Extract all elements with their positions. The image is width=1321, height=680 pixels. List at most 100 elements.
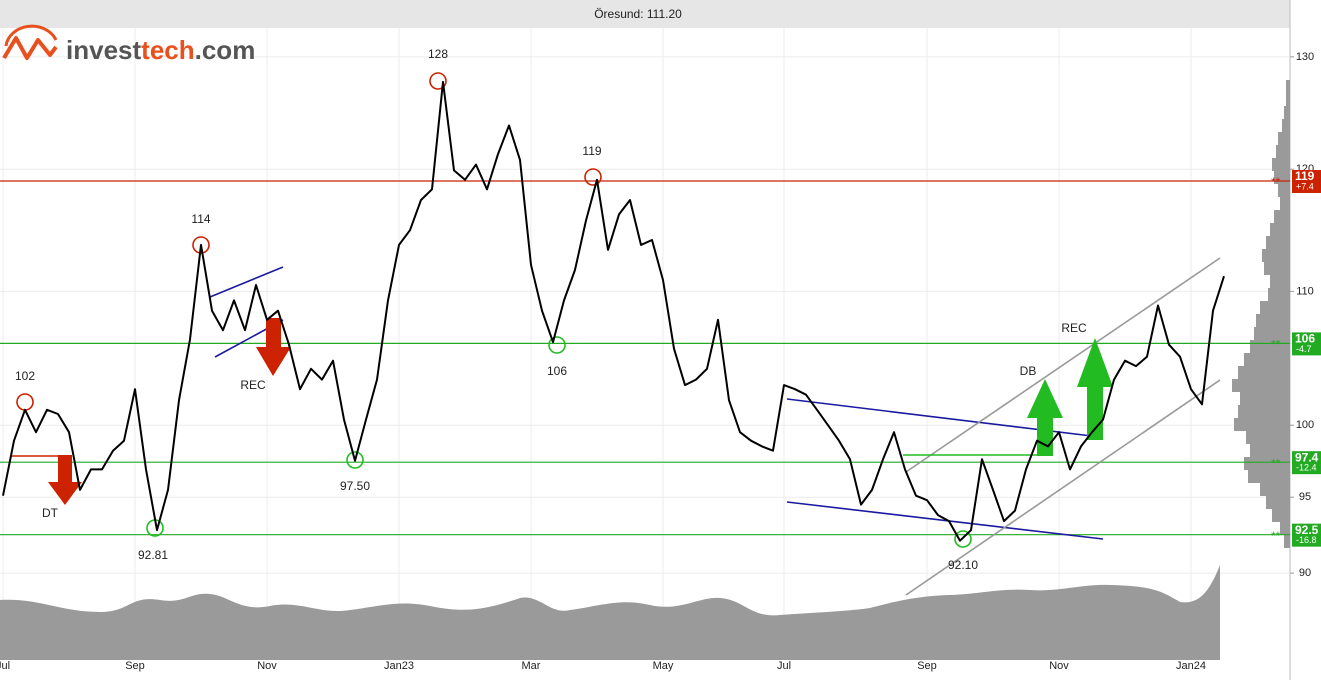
sell-arrow — [48, 455, 82, 505]
vbp-bar — [1240, 392, 1290, 405]
level-change: -4.7 — [1296, 344, 1312, 354]
y-tick-label: 130 — [1296, 51, 1314, 63]
level-value: 119 — [1295, 169, 1315, 183]
x-tick-label: Sep — [917, 660, 937, 672]
logo-part: .com — [195, 35, 256, 65]
trend-lines — [10, 257, 1221, 596]
sell-arrow — [256, 318, 291, 376]
vbp-bar — [1238, 366, 1290, 379]
channel-line — [905, 257, 1221, 473]
x-tick-label: Jul — [0, 660, 10, 672]
bottom-circle — [954, 530, 972, 548]
bottom-circle — [548, 336, 566, 354]
vbp-bar — [1272, 158, 1290, 171]
level-change: -16.8 — [1296, 535, 1317, 545]
trend-line — [786, 501, 1104, 540]
pivot-label: 97.50 — [340, 479, 370, 493]
signal-arrows — [48, 318, 1113, 505]
pattern-label: DB — [1020, 364, 1037, 378]
x-tick-label: Jul — [777, 660, 791, 672]
top-circle — [584, 168, 602, 186]
vbp-bar — [1234, 418, 1290, 431]
pattern-label: REC — [1061, 321, 1087, 335]
vbp-bar — [1256, 314, 1290, 327]
buy-arrow — [1027, 379, 1063, 456]
y-tick-label: 100 — [1296, 419, 1314, 431]
vbp-bar — [1272, 509, 1290, 522]
logo-part: tech — [141, 35, 194, 65]
vbp-bar — [1248, 470, 1290, 483]
vbp-bar — [1244, 457, 1290, 470]
vbp-bar — [1250, 340, 1290, 353]
x-tick-label: Sep — [125, 660, 145, 672]
logo: investtech.com — [2, 24, 255, 65]
vbp-bar — [1284, 106, 1290, 119]
vbp-bar — [1260, 301, 1290, 314]
pivot-label: 106 — [547, 364, 567, 378]
vbp-bar — [1266, 236, 1290, 249]
y-tick-label: 110 — [1296, 285, 1314, 297]
logo-icon — [4, 24, 58, 47]
pivot-circles — [16, 72, 972, 548]
pattern-label: REC — [240, 378, 266, 392]
x-tick-label: Nov — [1049, 660, 1069, 672]
vbp-bar — [1232, 379, 1290, 392]
buy-arrow — [1077, 338, 1113, 440]
vbp-bar — [1250, 444, 1290, 457]
level-change: -12.4 — [1296, 463, 1317, 473]
x-tick-label: Jan23 — [384, 660, 414, 672]
annotations: 102 114 128 119 106 97.50 92.81 92.10 DT… — [15, 47, 1087, 572]
vbp-bar — [1282, 119, 1290, 132]
level-marker: ** — [1271, 175, 1281, 189]
pattern-label: DT — [42, 506, 59, 520]
vbp-bar — [1278, 184, 1290, 197]
vbp-bar — [1278, 132, 1290, 145]
level-box — [1292, 332, 1321, 356]
level-labels: ** 119+7.4 ** 106-4.7 ** 97.4-12.4 ** 92.5-16.8 — [1271, 169, 1321, 547]
level-box — [1292, 169, 1321, 193]
vbp-bar — [1280, 197, 1290, 210]
vbp-bar — [1280, 522, 1290, 535]
x-tick-label: May — [653, 660, 674, 672]
price-layer — [2, 80, 1225, 542]
level-box — [1292, 451, 1321, 475]
pivot-label: 102 — [15, 369, 35, 383]
level-value: 106 — [1295, 332, 1315, 346]
y-tick-label: 90 — [1299, 567, 1311, 579]
vbp-bar — [1266, 496, 1290, 509]
trend-line — [209, 266, 284, 298]
logo-text: investtech.com — [66, 35, 255, 65]
level-value: 92.5 — [1295, 523, 1319, 537]
chart-title: Öresund: 111.20 — [594, 7, 682, 21]
top-circle — [16, 393, 34, 411]
vbp-bar — [1262, 249, 1290, 262]
vbp-bar — [1276, 145, 1290, 158]
level-value: 97.4 — [1295, 450, 1319, 464]
level-marker: ** — [1271, 456, 1281, 470]
pivot-label: 119 — [582, 144, 601, 158]
top-circle — [429, 72, 447, 90]
level-change: +7.4 — [1296, 181, 1314, 191]
vbp-bar — [1270, 275, 1290, 288]
y-tick-label: 95 — [1299, 491, 1311, 503]
vbp-bar — [1274, 210, 1290, 223]
logo-part: invest — [66, 35, 141, 65]
x-tick-label: Nov — [257, 660, 277, 672]
volume-by-price — [1232, 80, 1290, 548]
level-marker: ** — [1271, 338, 1281, 352]
logo-icon — [2, 36, 58, 60]
level-marker: ** — [1271, 529, 1281, 543]
vbp-bar — [1238, 405, 1290, 418]
x-tick-label: Jan24 — [1176, 660, 1206, 672]
bottom-circle — [346, 451, 364, 469]
vbp-bar — [1254, 327, 1290, 340]
vbp-bar — [1264, 262, 1290, 275]
y-axis: 9095100110120130JulSepNovJan23MarMayJulS… — [0, 51, 1314, 672]
price-line — [2, 80, 1225, 542]
vbp-bar — [1284, 535, 1290, 548]
vbp-bar — [1260, 483, 1290, 496]
levels — [0, 180, 1290, 536]
vbp-bar — [1286, 80, 1290, 93]
vbp-bar — [1246, 431, 1290, 444]
vbp-bar — [1268, 288, 1290, 301]
